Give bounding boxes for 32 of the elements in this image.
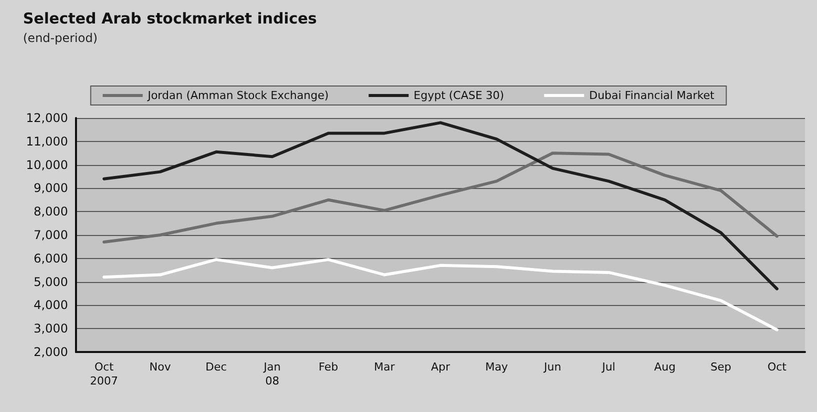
line-series [102,258,778,332]
legend-label: Dubai Financial Market [589,89,715,102]
y-tick-label: 7,000 [34,228,68,242]
chart-title: Selected Arab stockmarket indices [23,10,317,28]
line-series [102,121,778,290]
line-series [102,152,778,244]
legend-label: Jordan (Amman Stock Exchange) [146,89,329,102]
x-tick-label: Oct 2007 [90,360,118,388]
y-tick-label: 2,000 [34,345,68,359]
x-tick-label: Jul [601,360,616,374]
x-tick-label: Nov [149,360,172,374]
y-tick-label: 6,000 [34,251,68,266]
x-tick-label: Oct [767,360,788,374]
y-tick-label: 9,000 [34,181,68,196]
x-tick-label: Mar [374,360,396,374]
legend-label: Egypt (CASE 30) [414,89,504,102]
x-tick-label: Sep [710,360,732,374]
y-tick-label: 8,000 [34,204,68,219]
chart-subtitle: (end-period) [23,31,98,45]
x-tick-label: Dec [206,360,227,374]
y-tick-label: 12,000 [26,111,68,125]
x-tick-label: Feb [318,360,338,374]
y-tick-label: 4,000 [34,298,68,312]
x-tick-label: Aug [654,360,676,374]
x-tick-label: Jan 08 [262,360,281,388]
y-tick-label: 5,000 [34,274,68,289]
x-tick-label: May [485,360,508,374]
y-tick-label: 10,000 [26,158,68,172]
y-tick-label: 3,000 [34,322,68,336]
y-tick-label: 11,000 [26,134,68,148]
x-tick-label: Apr [430,360,450,374]
x-tick-label: Jun [543,360,562,374]
